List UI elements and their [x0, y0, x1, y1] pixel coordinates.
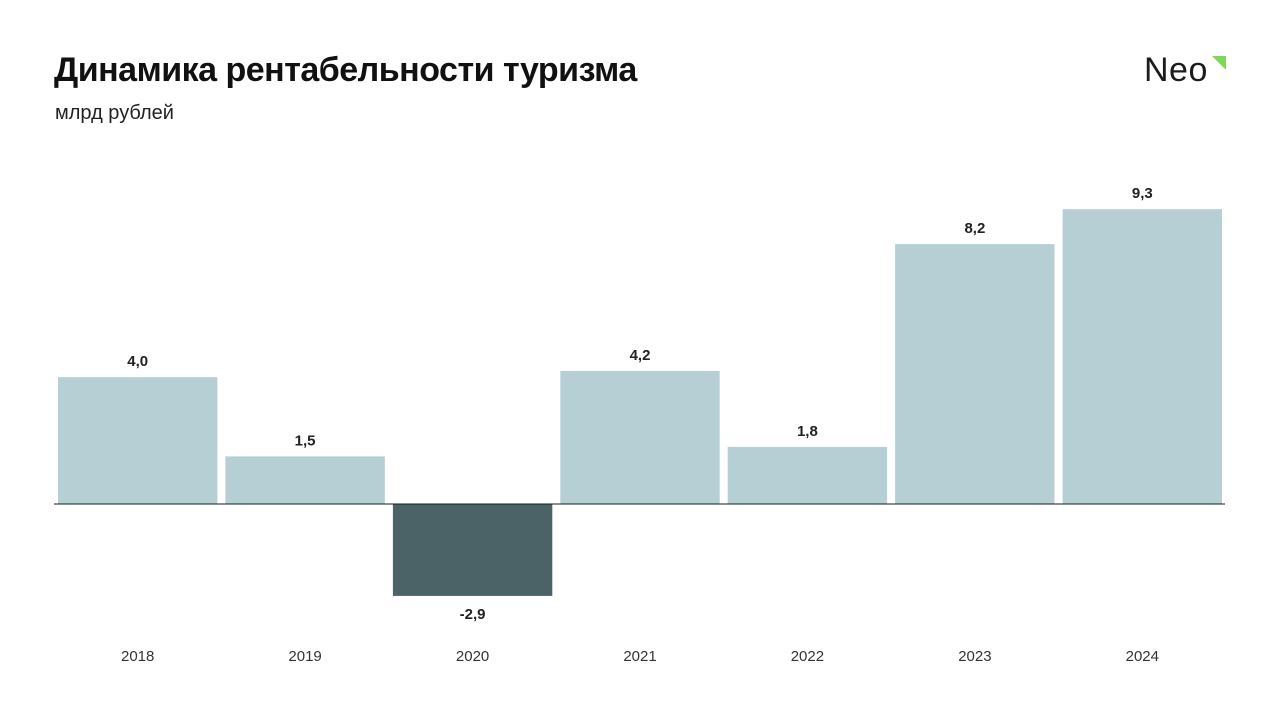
- bar-2022: [727, 446, 888, 504]
- bar-2018: [58, 377, 218, 504]
- bar-2021: [560, 370, 720, 504]
- x-tick-label-2021: 2021: [623, 648, 656, 665]
- data-label-2019: 1,5: [295, 432, 316, 449]
- bar-2020: [392, 504, 553, 596]
- x-tick-label-2019: 2019: [288, 648, 321, 665]
- chart-title: Динамика рентабельности туризма: [54, 51, 637, 89]
- logo-accent-icon: [1212, 56, 1226, 70]
- x-tick-label-2023: 2023: [958, 648, 991, 665]
- bar-2019: [225, 456, 385, 504]
- x-tick-label-2018: 2018: [121, 648, 154, 665]
- chart-subtitle: млрд рублей: [55, 102, 174, 124]
- data-label-2023: 8,2: [964, 220, 985, 237]
- bar-2023: [895, 244, 1055, 504]
- data-label-2018: 4,0: [127, 353, 148, 370]
- data-label-2021: 4,2: [630, 347, 651, 364]
- x-tick-label-2024: 2024: [1126, 648, 1159, 665]
- x-tick-label-2020: 2020: [456, 648, 489, 665]
- neo-logo: Neo: [1140, 50, 1230, 90]
- x-tick-label-2022: 2022: [791, 648, 824, 665]
- bar-2024: [1062, 209, 1222, 504]
- data-label-2022: 1,8: [797, 423, 818, 440]
- logo-text: Neo: [1144, 51, 1208, 89]
- data-label-2024: 9,3: [1132, 185, 1153, 202]
- data-label-2020: -2,9: [460, 606, 486, 623]
